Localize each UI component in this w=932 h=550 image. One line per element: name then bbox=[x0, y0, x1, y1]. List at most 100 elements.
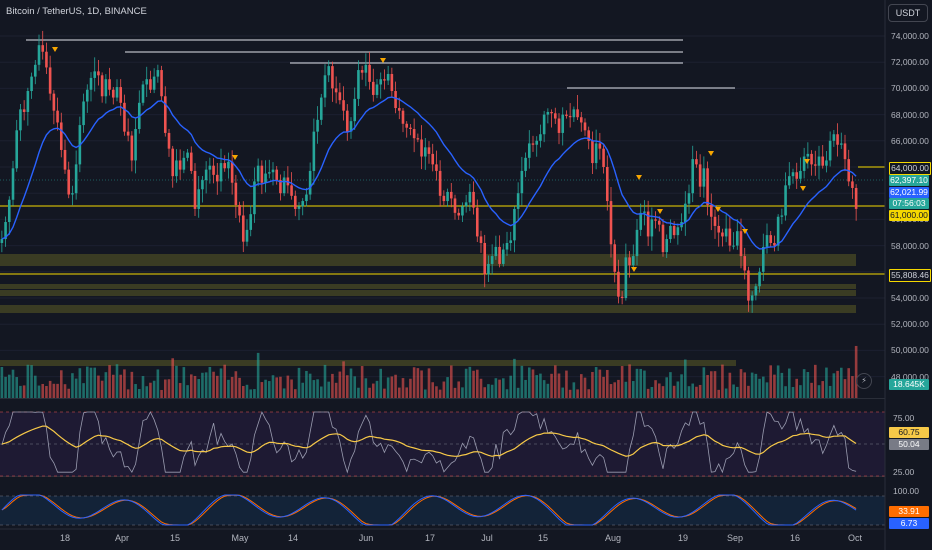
candle-body bbox=[698, 164, 702, 187]
volume-bar bbox=[308, 373, 312, 398]
lightning-icon[interactable]: ⚡ bbox=[856, 373, 872, 389]
candle-body bbox=[854, 187, 858, 209]
volume-bar bbox=[15, 377, 19, 398]
volume-bar bbox=[71, 373, 74, 398]
volume-bar bbox=[219, 368, 223, 398]
volume-bar bbox=[587, 389, 591, 398]
volume-bar bbox=[126, 389, 130, 398]
volume-bar bbox=[368, 387, 371, 398]
zone-bar bbox=[0, 360, 736, 366]
candle-body bbox=[67, 169, 71, 195]
volume-bar bbox=[628, 364, 631, 398]
volume-bar bbox=[617, 379, 620, 398]
volume-bar bbox=[241, 385, 245, 398]
time-tick: May bbox=[231, 533, 249, 543]
volume-bar bbox=[427, 368, 431, 398]
volume-bar bbox=[264, 379, 267, 398]
volume-bar bbox=[520, 365, 524, 398]
volume-bar bbox=[100, 380, 104, 398]
candle-body bbox=[167, 132, 171, 149]
signal-marker bbox=[657, 209, 663, 214]
candle-body bbox=[256, 165, 260, 182]
candle-body bbox=[431, 153, 435, 165]
price-tick: 68,000.00 bbox=[891, 109, 929, 120]
volume-bar bbox=[498, 379, 501, 398]
candle-body bbox=[416, 138, 420, 140]
candle-body bbox=[851, 181, 854, 188]
candle-body bbox=[82, 101, 85, 126]
volume-bar bbox=[186, 385, 189, 398]
volume-bar bbox=[67, 388, 71, 398]
candle-body bbox=[516, 193, 520, 209]
volume-bar bbox=[683, 359, 687, 398]
candle-body bbox=[364, 64, 368, 73]
candle-body bbox=[572, 109, 576, 118]
time-tick: 18 bbox=[59, 533, 71, 543]
volume-bar bbox=[111, 374, 115, 398]
volume-bar bbox=[360, 366, 364, 398]
price-tick: 58,000.00 bbox=[891, 240, 929, 251]
candle-body bbox=[74, 164, 78, 194]
candle-body bbox=[141, 84, 145, 103]
volume-bar bbox=[468, 366, 472, 398]
volume-bar bbox=[267, 381, 271, 398]
volume-bar bbox=[516, 387, 520, 398]
candle-body bbox=[683, 203, 687, 223]
signal-marker bbox=[708, 151, 714, 156]
candle-body bbox=[784, 185, 787, 216]
volume-bar bbox=[383, 388, 386, 398]
candle-body bbox=[360, 70, 364, 73]
volume-bar bbox=[479, 378, 483, 398]
volume-bar bbox=[115, 364, 119, 398]
candle-body bbox=[457, 212, 461, 216]
volume-bar bbox=[119, 374, 123, 398]
volume-bar bbox=[253, 389, 256, 398]
candle-body bbox=[669, 225, 672, 240]
candle-body bbox=[383, 79, 386, 81]
candle-body bbox=[691, 159, 695, 194]
time-tick: 16 bbox=[789, 533, 801, 543]
volume-bar bbox=[171, 358, 175, 398]
volume-bar bbox=[238, 377, 241, 398]
time-tick: Jul bbox=[481, 533, 493, 543]
candle-body bbox=[531, 143, 535, 145]
support-tag: 61,000.00 bbox=[889, 210, 929, 221]
volume-bar bbox=[702, 367, 706, 398]
candle-body bbox=[104, 79, 108, 97]
volume-bar bbox=[524, 379, 527, 398]
volume-bar bbox=[691, 383, 695, 398]
candle-body bbox=[260, 165, 264, 183]
volume-bar bbox=[394, 374, 397, 398]
symbol-title[interactable]: Bitcoin / TetherUS, 1D, BINANCE bbox=[6, 6, 147, 17]
candle-body bbox=[390, 73, 394, 92]
candle-body bbox=[271, 169, 275, 173]
candle-body bbox=[45, 51, 48, 68]
price-tick: 52,000.00 bbox=[891, 319, 929, 330]
volume-bar bbox=[624, 381, 628, 398]
volume-bar bbox=[605, 369, 609, 398]
volume-bar bbox=[665, 377, 669, 398]
volume-bar bbox=[59, 370, 63, 398]
volume-bar bbox=[565, 370, 568, 398]
candle-body bbox=[438, 170, 442, 196]
volume-bar bbox=[435, 386, 438, 398]
currency-selector[interactable]: USDT bbox=[888, 4, 928, 22]
candle-body bbox=[375, 84, 379, 95]
volume-bar bbox=[204, 372, 208, 398]
last-price-tag: 62,397.10 bbox=[889, 175, 929, 186]
candle-body bbox=[108, 79, 111, 90]
candle-body bbox=[412, 129, 416, 139]
candle-body bbox=[568, 115, 572, 118]
support-tag: 55,808.46 bbox=[889, 269, 931, 282]
volume-bar bbox=[371, 383, 375, 398]
price-tick: 74,000.00 bbox=[891, 31, 929, 41]
volume-bar bbox=[11, 369, 15, 398]
volume-bar bbox=[431, 382, 435, 398]
volume-bar bbox=[442, 381, 446, 398]
volume-bar bbox=[579, 374, 583, 398]
volume-bar bbox=[676, 381, 680, 398]
volume-bar bbox=[167, 379, 171, 398]
volume-bar bbox=[721, 364, 724, 398]
volume-bar bbox=[201, 372, 204, 398]
